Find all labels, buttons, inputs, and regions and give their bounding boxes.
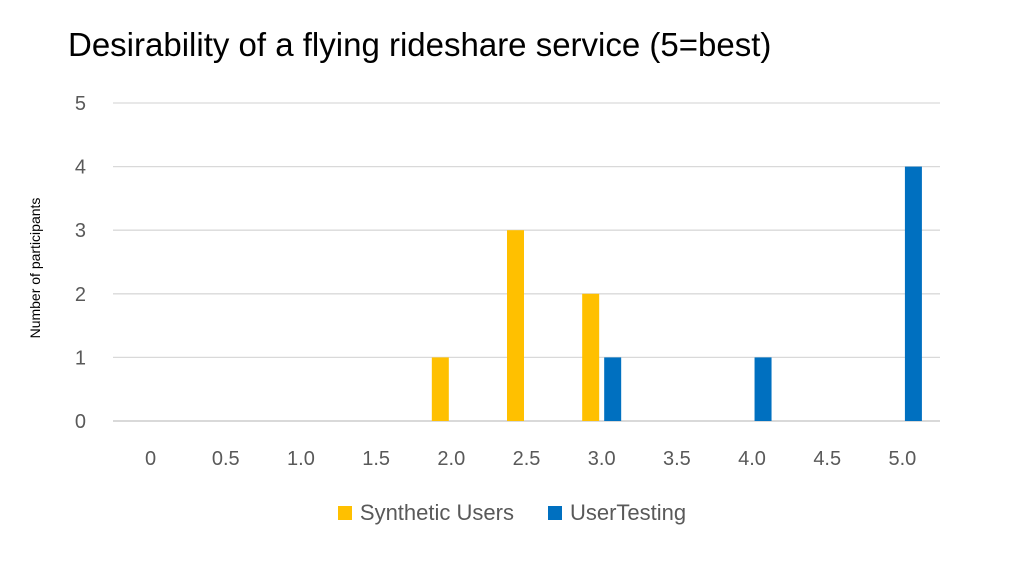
y-tick-label: 3: [75, 220, 86, 242]
legend: Synthetic Users UserTesting: [0, 500, 1024, 526]
legend-swatch: [547, 506, 562, 520]
x-tick-label: 3.5: [663, 448, 691, 470]
bar-usertesting: [904, 166, 922, 421]
x-tick-label: 5.0: [889, 448, 917, 470]
legend-item-synthetic-users: Synthetic Users: [337, 500, 514, 526]
y-tick-label: 5: [75, 93, 86, 115]
x-tick-label: 2.0: [437, 448, 465, 470]
y-tick-label: 4: [75, 157, 86, 179]
y-tick-label: 1: [75, 347, 86, 369]
x-tick-label: 0: [145, 448, 156, 470]
x-tick-label: 3.0: [588, 448, 616, 470]
x-tick-label: 2.5: [513, 448, 541, 470]
legend-swatch: [337, 506, 352, 520]
legend-label: Synthetic Users: [359, 500, 514, 525]
x-tick-label: 0.5: [212, 448, 240, 470]
y-tick-label: 0: [75, 411, 86, 433]
chart-title: Desirability of a flying rideshare servi…: [68, 26, 772, 63]
bar-usertesting: [604, 357, 622, 421]
bar-synthetic-users: [507, 230, 524, 421]
legend-label: UserTesting: [569, 500, 687, 525]
x-tick-label: 1.0: [287, 448, 315, 470]
x-tick-label: 4.5: [813, 448, 841, 470]
x-tick-label: 1.5: [362, 448, 390, 470]
bar-usertesting: [754, 357, 772, 421]
x-tick-label: 4.0: [738, 448, 766, 470]
y-tick-label: 2: [75, 284, 86, 306]
bar-synthetic-users: [582, 293, 600, 421]
bar-synthetic-users: [431, 357, 449, 421]
legend-item-usertesting: UserTesting: [547, 500, 687, 526]
